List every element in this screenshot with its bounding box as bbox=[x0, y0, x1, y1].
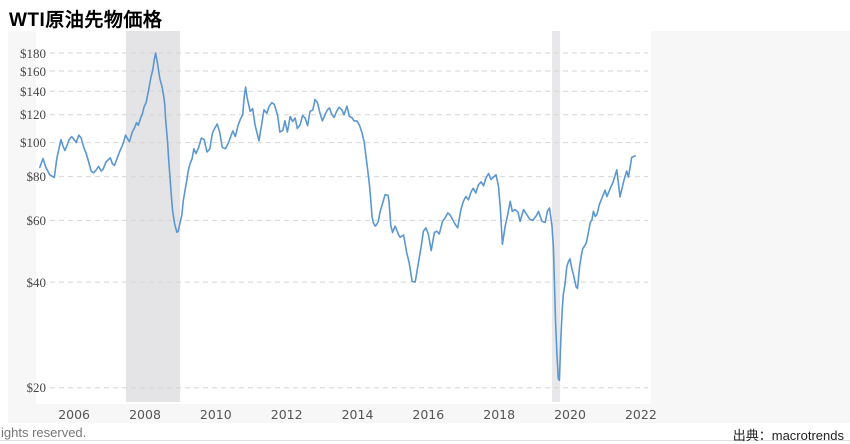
y-tick-label: $80 bbox=[26, 169, 47, 185]
x-tick-label: 2016 bbox=[412, 407, 445, 422]
y-tick-label: $60 bbox=[26, 212, 47, 228]
x-tick-label: 2020 bbox=[554, 407, 586, 422]
y-tick-label: $140 bbox=[20, 83, 46, 99]
plot-area[interactable] bbox=[36, 31, 651, 404]
y-tick-label: $40 bbox=[26, 274, 47, 290]
x-tick-label: 2012 bbox=[270, 407, 303, 422]
y-tick-label: $160 bbox=[20, 63, 46, 79]
x-tick-label: 2008 bbox=[129, 407, 161, 422]
x-tick-label: 2010 bbox=[199, 407, 232, 422]
x-tick-label: 2006 bbox=[58, 407, 90, 422]
source-label: 出典：macrotrends bbox=[732, 428, 844, 443]
page-title: WTI原油先物価格 bbox=[9, 10, 163, 31]
y-tick-label: $180 bbox=[20, 45, 46, 61]
y-tick-label: $20 bbox=[26, 380, 47, 396]
y-tick-label: $100 bbox=[20, 135, 46, 151]
x-tick-label: 2022 bbox=[624, 407, 657, 422]
y-tick-label: $120 bbox=[20, 107, 46, 123]
chart-panel bbox=[8, 31, 850, 423]
copyright-text: ights reserved. bbox=[1, 425, 87, 440]
page-footer: ights reserved. 出典：macrotrends bbox=[0, 423, 850, 443]
x-tick-label: 2018 bbox=[483, 407, 516, 422]
x-tick-label: 2014 bbox=[341, 407, 374, 422]
